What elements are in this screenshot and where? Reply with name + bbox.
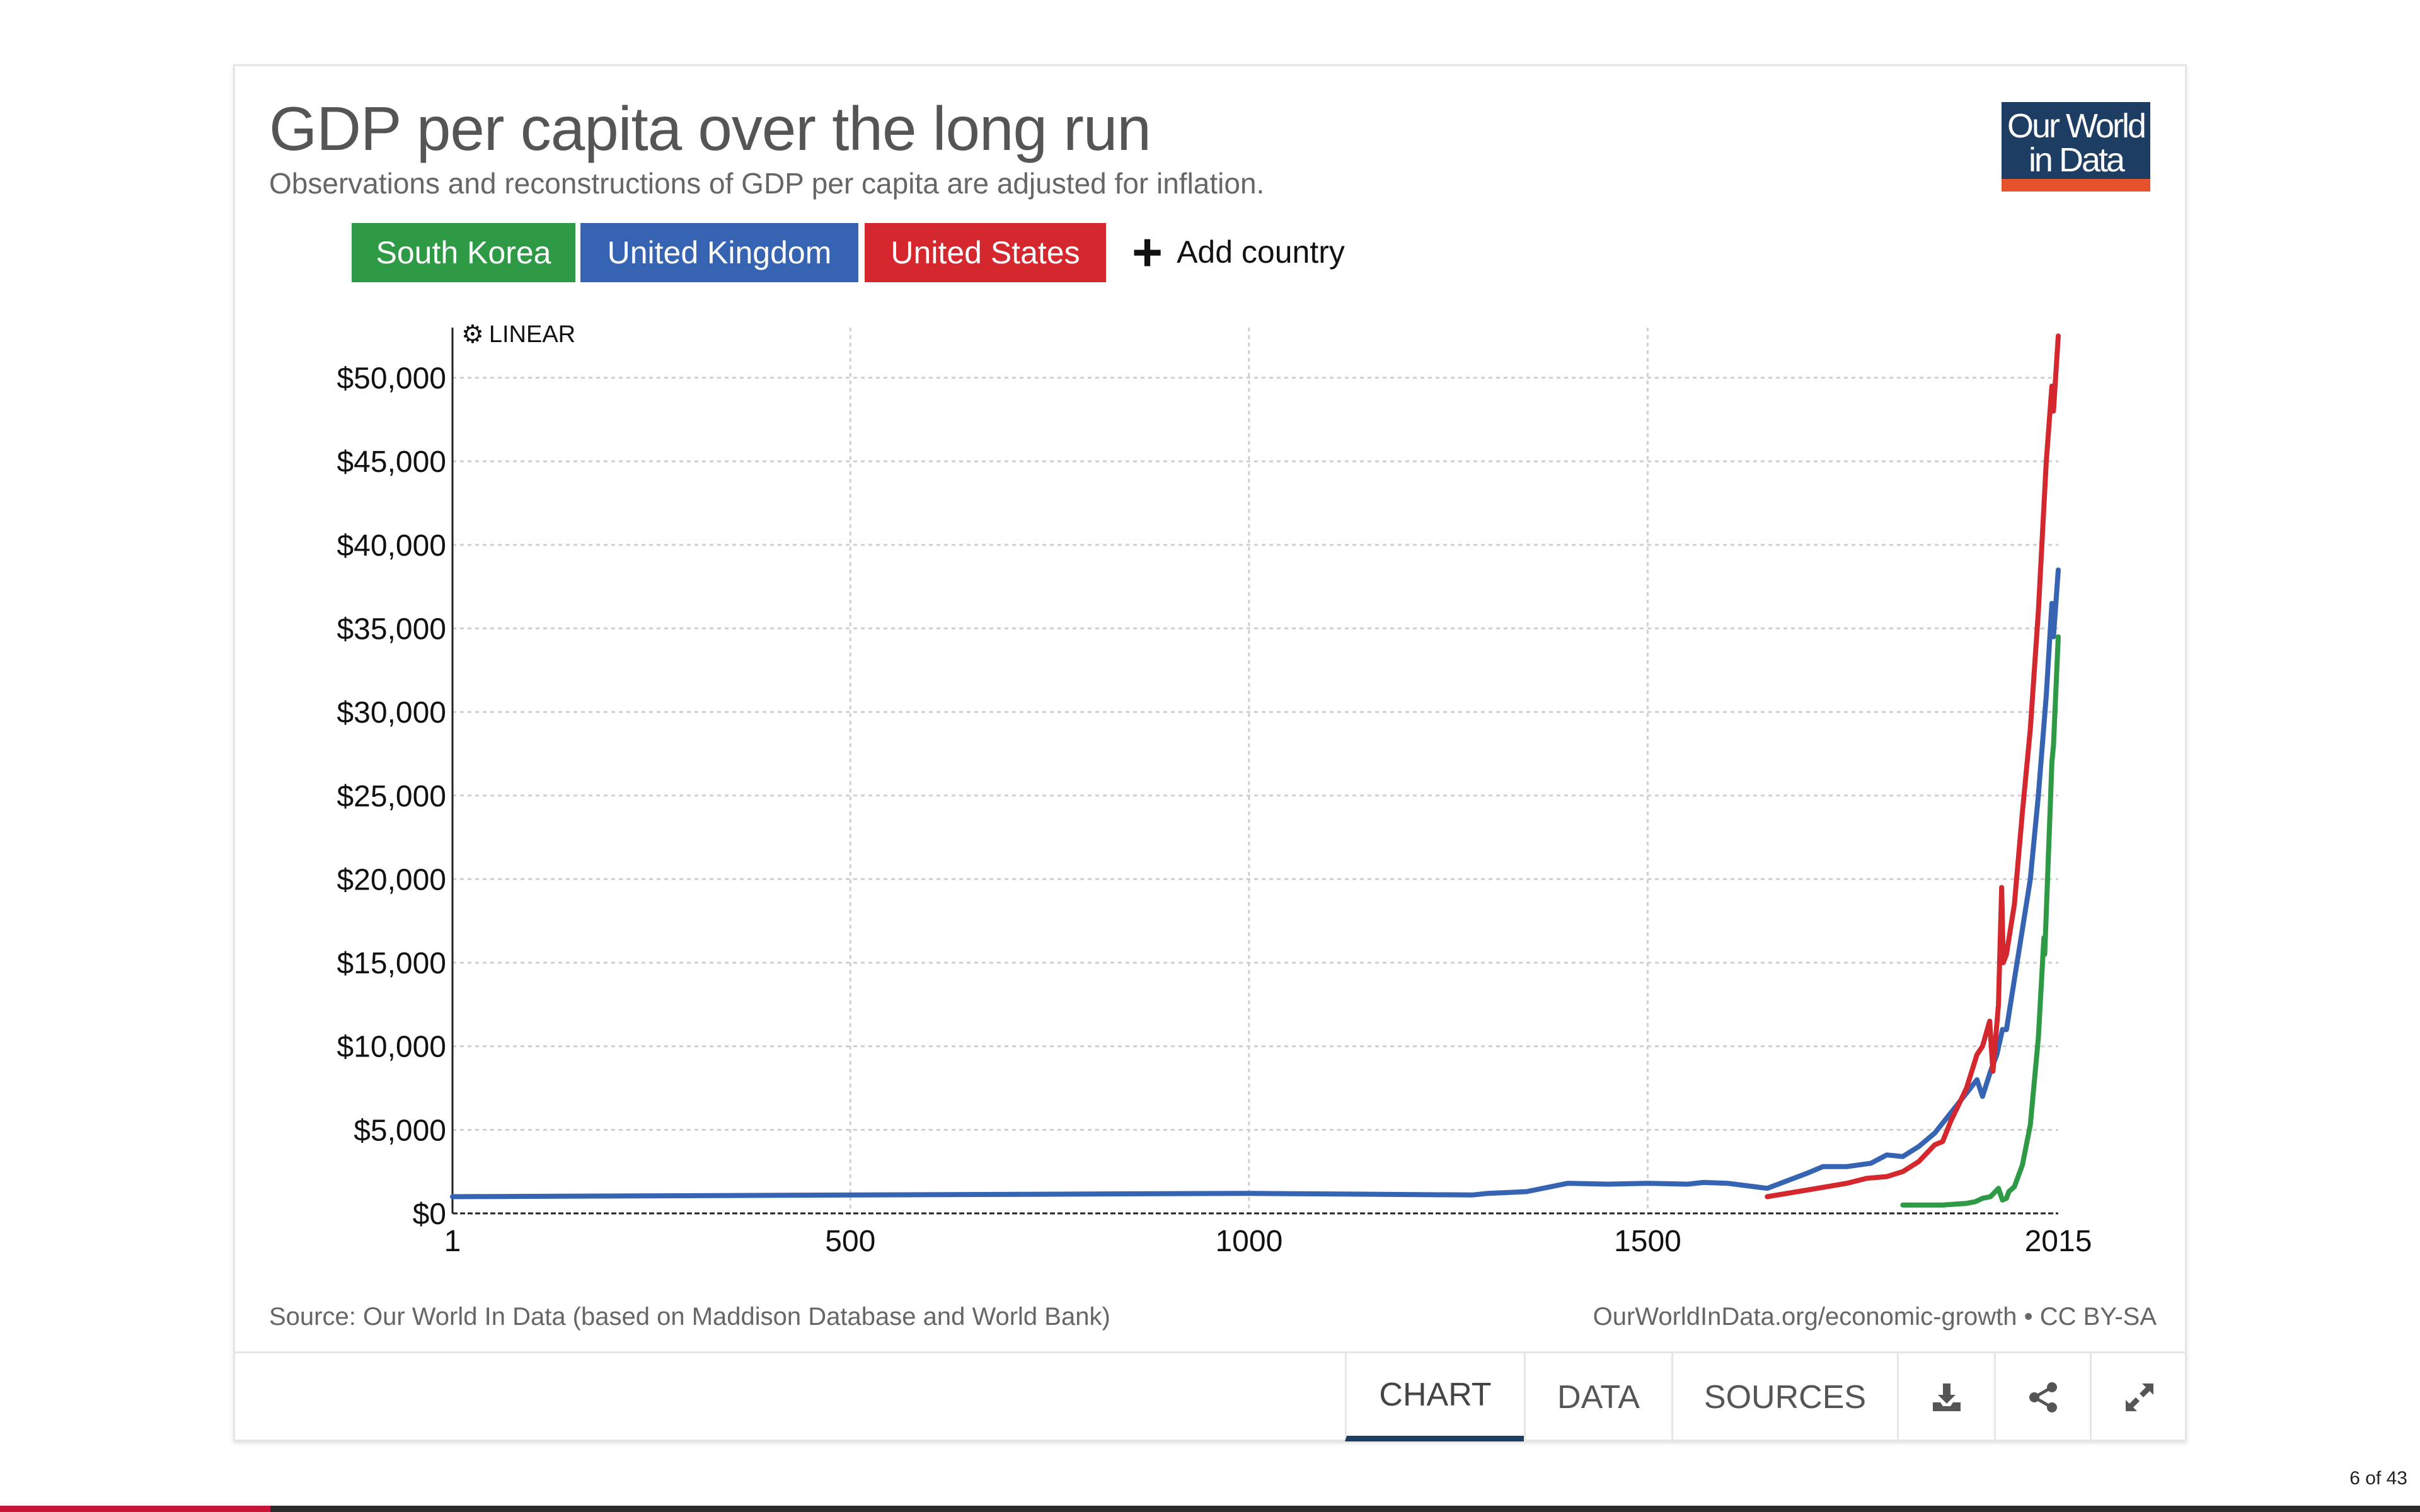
tab-sources[interactable]: SOURCES	[1671, 1353, 1897, 1441]
chart-card	[233, 64, 2187, 1441]
chart-title: GDP per capita over the long run	[269, 94, 1151, 163]
share-icon	[2029, 1382, 2057, 1412]
legend-chip-united-kingdom[interactable]: United Kingdom	[580, 223, 858, 282]
expand-icon	[2125, 1383, 2153, 1411]
x-tick-label: 1000	[1215, 1225, 1282, 1258]
y-tick-label: $25,000	[337, 780, 446, 813]
expand-button[interactable]	[2090, 1353, 2187, 1441]
chart-plot: $0 $5,000 $10,000 $15,000 $20,000 $25,000 $30,…	[337, 328, 2092, 1258]
y-tick-label: $40,000	[337, 529, 446, 563]
tab-data-label: DATA	[1557, 1379, 1640, 1416]
tab-data[interactable]: DATA	[1524, 1353, 1671, 1441]
chart-subtitle: Observations and reconstructions of GDP …	[269, 167, 1265, 200]
slide-progress-fill	[0, 1506, 270, 1512]
scale-toggle-button[interactable]: ⚙ LINEAR	[461, 320, 575, 349]
logo-line-1: Our World	[2007, 107, 2146, 145]
tab-chart-label: CHART	[1379, 1376, 1492, 1413]
axes: $0 $5,000 $10,000 $15,000 $20,000 $25,000 $30,…	[337, 328, 2092, 1258]
y-tick-label: $5,000	[354, 1114, 446, 1147]
y-tick-label: $35,000	[337, 613, 446, 646]
data-series	[450, 333, 2061, 1208]
y-tick-label: $30,000	[337, 696, 446, 730]
slide-progress-track	[0, 1506, 2420, 1512]
plus-icon: +	[1132, 222, 1163, 282]
add-country-button[interactable]: + Add country	[1132, 222, 1345, 282]
legend-chip-label: United Kingdom	[607, 235, 832, 270]
scale-toggle-label: LINEAR	[488, 321, 576, 348]
slide-counter: 6 of 43	[2349, 1468, 2407, 1489]
legend-chip-label: United States	[890, 235, 1080, 270]
series-line-united-kingdom	[450, 567, 2061, 1200]
y-tick-label: $10,000	[337, 1031, 446, 1064]
add-country-label: Add country	[1177, 234, 1345, 270]
tab-sources-label: SOURCES	[1703, 1379, 1867, 1416]
share-button[interactable]	[1994, 1353, 2090, 1441]
source-note: Source: Our World In Data (based on Madd…	[269, 1303, 1110, 1331]
tab-chart[interactable]: CHART	[1345, 1353, 1524, 1441]
footer-controls	[233, 1351, 2187, 1441]
series-line-south-korea	[1900, 634, 2061, 1208]
series-line-united-states	[1765, 333, 2061, 1200]
x-tick-label: 1	[444, 1225, 461, 1258]
y-tick-label: $50,000	[337, 362, 446, 396]
legend-chip-south-korea[interactable]: South Korea	[352, 223, 575, 282]
y-tick-label: $45,000	[337, 445, 446, 479]
y-tick-label: $15,000	[337, 947, 446, 980]
download-button[interactable]	[1897, 1353, 1994, 1441]
grid-lines	[452, 328, 2058, 1213]
logo-line-2: in Data	[2028, 141, 2125, 179]
y-tick-label: $0	[413, 1198, 446, 1231]
x-tick-label: 500	[825, 1225, 875, 1258]
legend-chip-label: South Korea	[376, 235, 551, 270]
x-tick-label: 1500	[1614, 1225, 1681, 1258]
credit-link[interactable]: OurWorldInData.org/economic-growth • CC …	[1593, 1303, 2157, 1331]
legend-chip-united-states[interactable]: United States	[865, 223, 1106, 282]
download-icon	[1932, 1383, 1961, 1411]
y-tick-label: $20,000	[337, 863, 446, 896]
our-world-in-data-logo[interactable]: Our World in Data	[2002, 102, 2150, 192]
gear-icon: ⚙	[461, 321, 484, 348]
x-tick-label: 2015	[2025, 1225, 2092, 1258]
